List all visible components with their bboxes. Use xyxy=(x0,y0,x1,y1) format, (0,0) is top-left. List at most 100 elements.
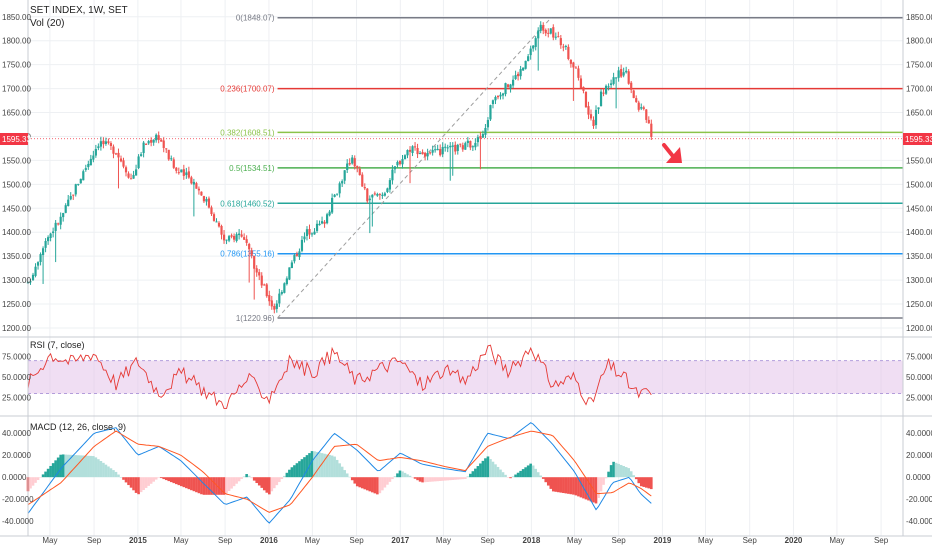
x-tick-label: May xyxy=(305,536,320,545)
candle-body xyxy=(620,69,623,77)
macd-histogram-bar xyxy=(182,477,186,488)
price-tick-label-right: 1200.00 xyxy=(906,324,932,333)
macd-histogram-bar xyxy=(403,472,407,478)
candle-body xyxy=(514,75,517,79)
candle-body xyxy=(489,105,492,120)
candle-body xyxy=(401,159,404,165)
macd-histogram-bar xyxy=(408,475,412,478)
candle-body xyxy=(295,254,299,256)
macd-histogram-bar xyxy=(597,477,600,498)
macd-histogram-bar xyxy=(634,477,638,480)
macd-histogram-bar xyxy=(562,477,565,494)
macd-histogram-bar xyxy=(604,477,608,479)
candle-body xyxy=(557,36,560,38)
candle-body xyxy=(517,73,520,77)
candle-body xyxy=(205,199,208,202)
x-tick-label: Sep xyxy=(874,536,889,545)
volume-label: Vol (20) xyxy=(30,18,64,29)
rsi-tick-left: 75.0000 xyxy=(2,352,31,361)
macd-pane[interactable] xyxy=(26,422,653,524)
macd-histogram-bar xyxy=(262,477,266,491)
candle-body xyxy=(215,221,218,223)
candle-body xyxy=(52,231,55,233)
price-tick-label-left: 1400.00 xyxy=(2,228,31,237)
rsi-band xyxy=(28,360,903,394)
fibonacci-retracement[interactable]: 0(1848.07) 0.236(1700.07) 0.382(1608.51) 0.… xyxy=(28,14,903,323)
candle-body xyxy=(268,295,271,302)
candle-body xyxy=(293,255,296,262)
candle-body xyxy=(351,157,354,164)
candle-body xyxy=(49,233,52,238)
fib-label-0.236: 0.236(1700.07) xyxy=(220,85,275,94)
fib-trend-line xyxy=(277,17,552,319)
candle-body xyxy=(285,278,288,285)
macd-histogram-bar xyxy=(644,477,648,488)
fib-label-1: 1(1220.96) xyxy=(236,314,275,323)
macd-histogram-bar xyxy=(31,477,35,486)
macd-histogram-bar xyxy=(355,477,359,487)
macd-histogram-bar xyxy=(474,468,477,478)
macd-histogram-bar xyxy=(428,477,432,482)
macd-histogram-bar xyxy=(112,470,115,478)
candle-body xyxy=(155,134,158,141)
candle-body xyxy=(41,248,45,256)
macd-histogram-bar xyxy=(215,477,218,495)
macd-histogram-bar xyxy=(293,465,296,478)
candle-body xyxy=(579,78,583,89)
macd-histogram-bar xyxy=(647,477,651,489)
macd-tick-left: -40.0000 xyxy=(2,517,34,526)
candle-body xyxy=(305,229,309,236)
candle-body xyxy=(36,262,40,266)
macd-histogram-bar xyxy=(283,475,286,478)
macd-histogram-bar xyxy=(461,477,465,480)
rsi-title: RSI (7, close) xyxy=(30,340,85,350)
macd-tick-right: -40.0000 xyxy=(906,517,932,526)
candle-body xyxy=(544,29,547,34)
macd-histogram-bar xyxy=(345,473,349,478)
macd-histogram-bar xyxy=(152,477,155,482)
macd-signal-line xyxy=(27,430,652,513)
candle-body xyxy=(446,147,449,149)
candle-body xyxy=(57,223,60,225)
macd-histogram-bar xyxy=(139,477,143,493)
candle-body xyxy=(318,223,321,226)
macd-histogram-bar xyxy=(134,477,138,493)
candle-body xyxy=(157,135,160,140)
macd-histogram-bar xyxy=(491,461,495,478)
candle-body xyxy=(454,144,457,152)
macd-histogram-bar xyxy=(217,477,221,495)
macd-histogram-bar xyxy=(107,466,110,478)
candle-body xyxy=(456,144,459,151)
candle-body xyxy=(258,272,261,276)
x-tick-label: 2019 xyxy=(654,536,672,545)
fib-label-0.382: 0.382(1608.51) xyxy=(220,128,275,137)
macd-histogram-bar xyxy=(348,476,352,478)
down-arrow-icon[interactable] xyxy=(662,143,682,163)
candle-body xyxy=(72,194,75,196)
rsi-pane[interactable] xyxy=(27,344,903,409)
price-tick-label-left: 1850.00 xyxy=(2,13,31,22)
macd-histogram-bar xyxy=(79,455,83,478)
candle-body xyxy=(225,239,228,241)
candle-body xyxy=(562,46,565,48)
candle-body xyxy=(466,140,469,144)
candle-body xyxy=(180,169,183,173)
macd-histogram-bar xyxy=(612,461,615,478)
macd-histogram-bar xyxy=(44,471,47,478)
macd-histogram-bar xyxy=(451,477,455,480)
candle-body xyxy=(109,143,113,146)
candle-body xyxy=(34,266,37,276)
macd-histogram-bar xyxy=(642,477,646,487)
macd-histogram-bar xyxy=(446,477,450,481)
fib-label-0.5: 0.5(1534.51) xyxy=(229,164,275,173)
candle-body xyxy=(31,274,35,281)
candle-body xyxy=(124,167,128,173)
candle-body xyxy=(534,38,537,47)
macd-histogram-bar xyxy=(557,477,560,493)
candle-body xyxy=(145,143,148,145)
macd-histogram-bar xyxy=(318,452,321,478)
candle-body xyxy=(122,160,125,167)
macd-histogram-bar xyxy=(426,477,429,482)
